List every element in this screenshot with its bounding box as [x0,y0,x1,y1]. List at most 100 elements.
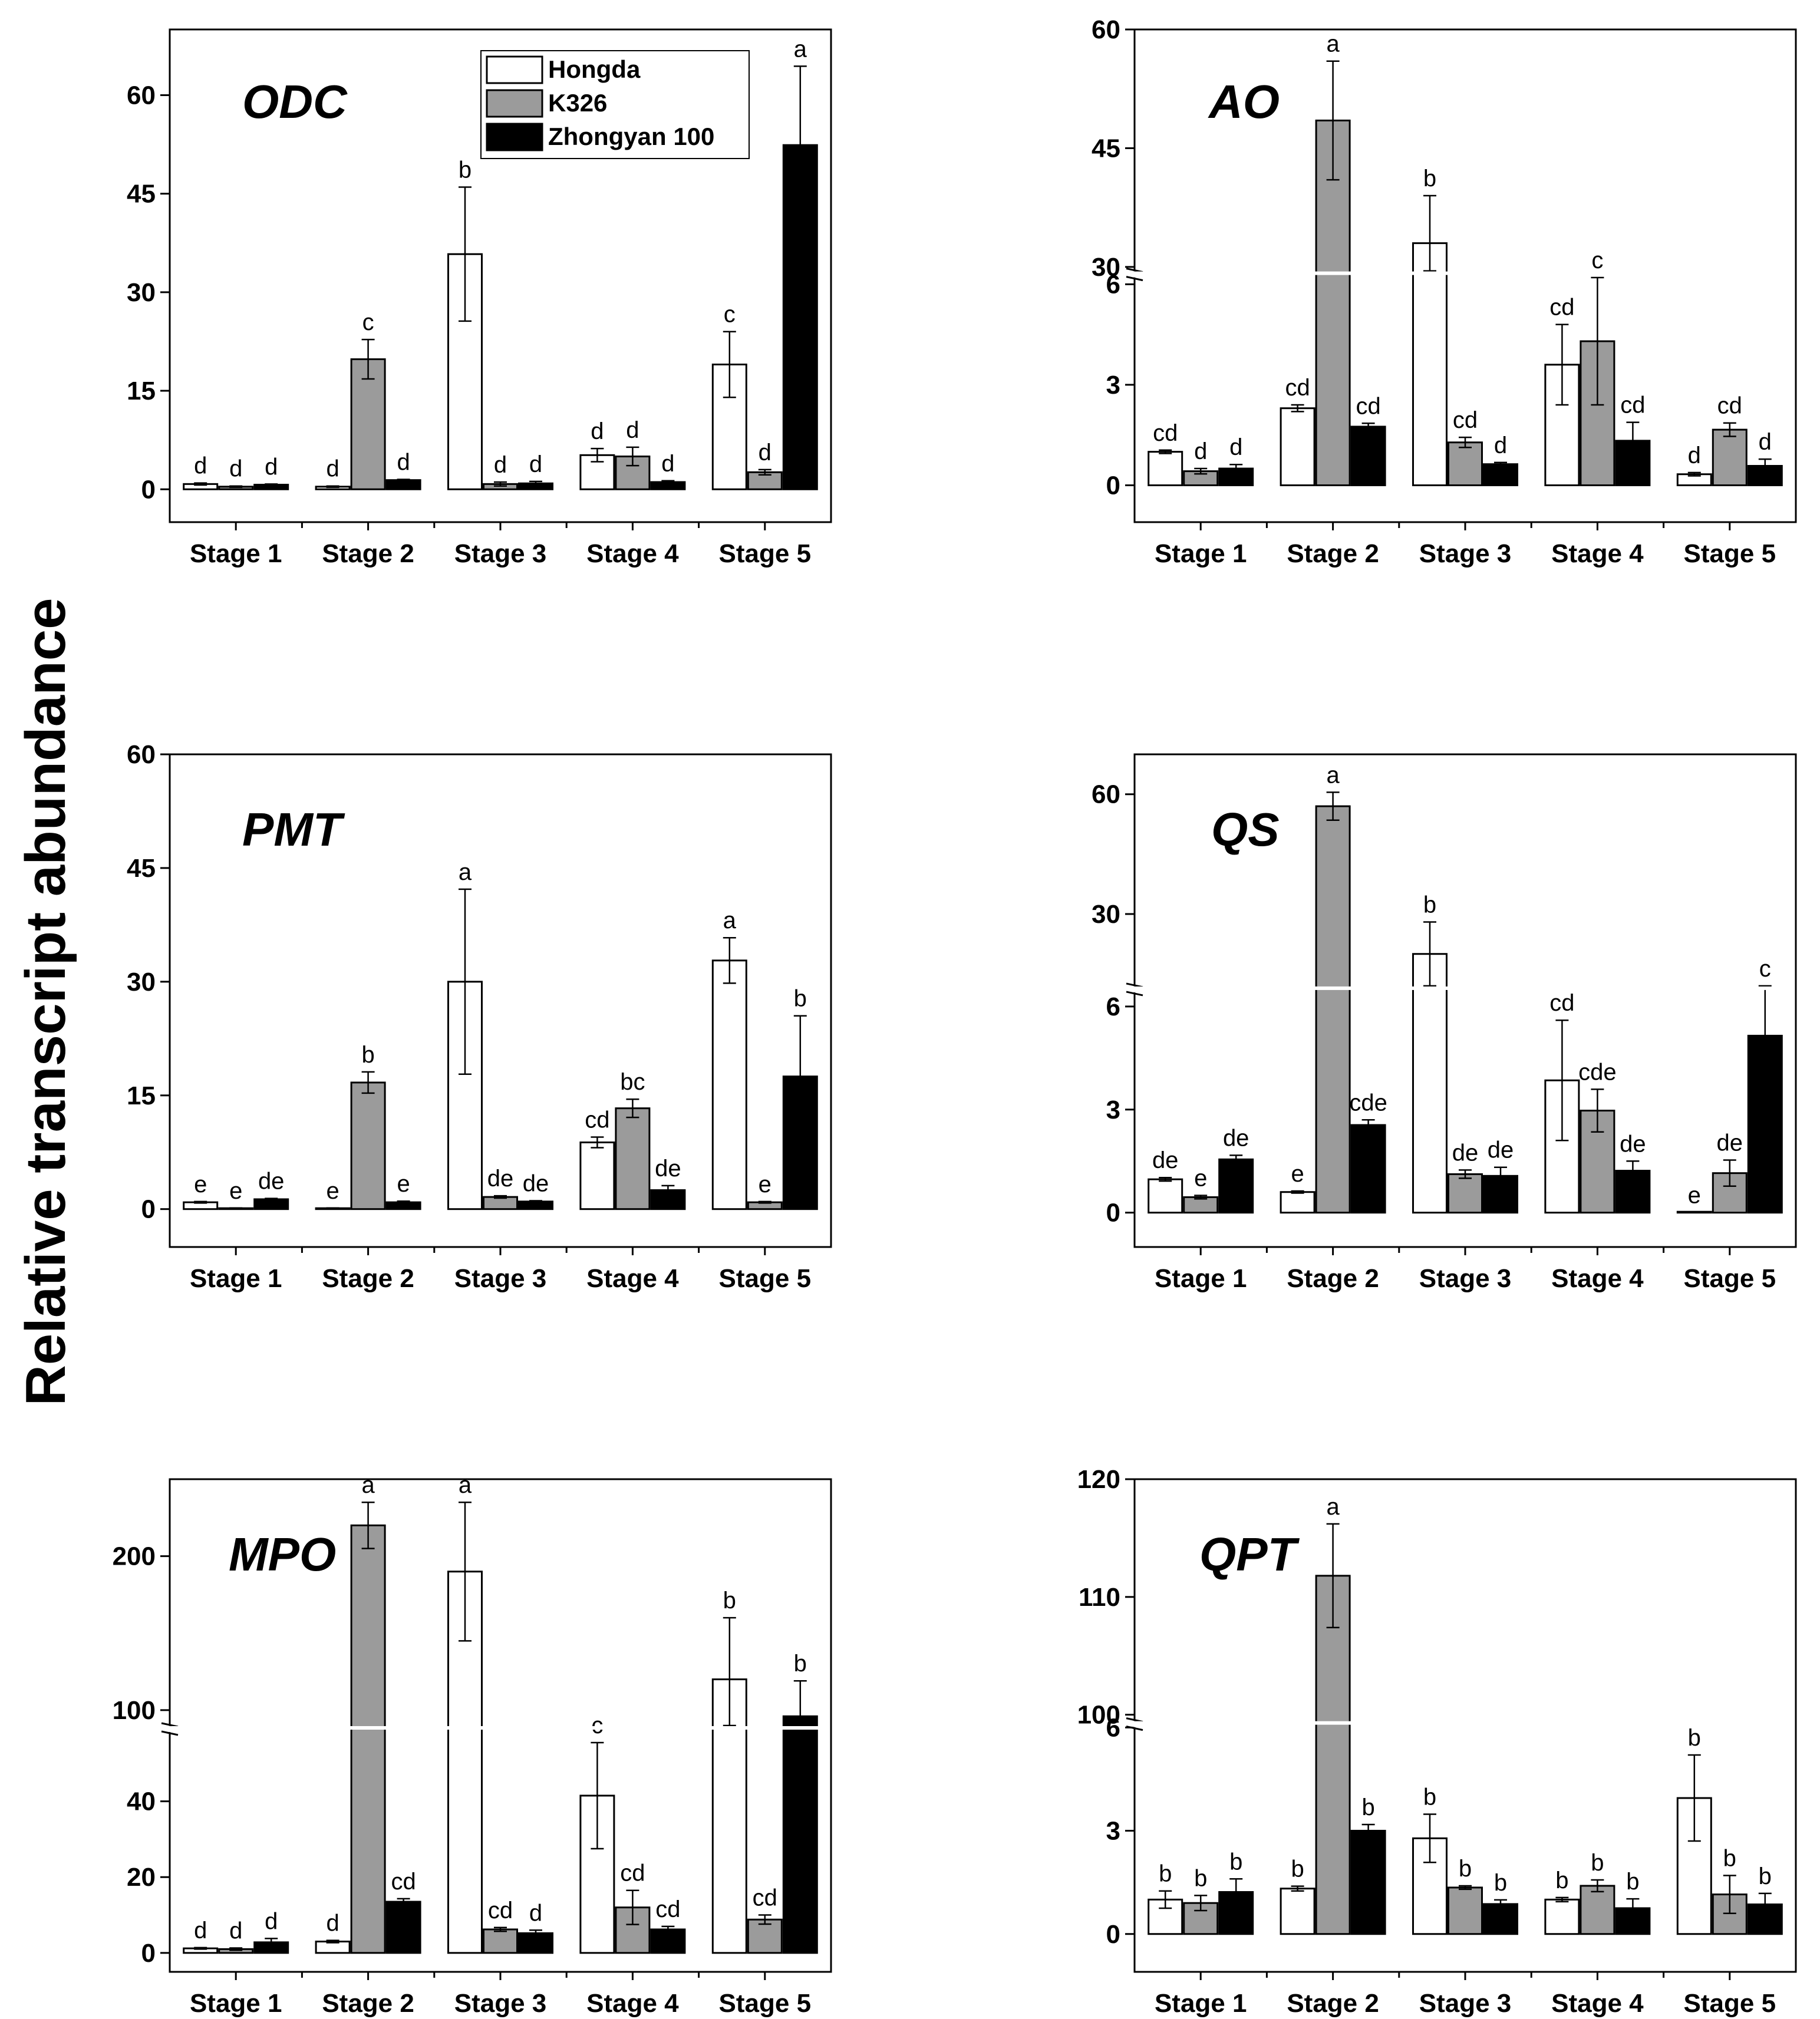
y-tick-label: 3 [1106,1817,1120,1846]
significance-letter: b [1688,1725,1701,1751]
bar-k326 [350,1081,386,1210]
x-tick-label: Stage 3 [1419,1264,1512,1293]
y-tick-label: 30 [1092,253,1120,282]
x-tick-label: Stage 5 [1684,1989,1776,2018]
y-tick-label: 0 [1106,1199,1120,1228]
significance-letter: cd [1549,990,1574,1016]
legend-label: K326 [548,89,607,117]
legend-swatch [486,123,543,151]
significance-letter: a [459,1472,472,1498]
significance-letter: de [1488,1137,1514,1163]
bar-break-gap [1136,1721,1794,1725]
axis-break-mark [1126,991,1143,997]
bar-hongda [711,959,747,1210]
y-tick-label: 40 [127,1787,156,1816]
bar-break-gap [1136,271,1794,275]
significance-letter: d [591,418,604,444]
y-tick-label: 60 [127,81,156,110]
significance-letter: d [529,1900,542,1926]
y-tick-label: 20 [127,1863,156,1892]
bar-k326 [1580,1885,1615,1935]
bar-zhongyan-100 [385,1901,421,1954]
x-tick-label: Stage 2 [1287,1264,1379,1293]
significance-letter: cd [655,1896,680,1922]
x-tick-label: Stage 4 [1551,1989,1644,2018]
chart-panel-odc: 0 15 30 45 60 Stage 1 Stage 2 Stage 3 Stage 4 Sta… [127,28,832,568]
significance-letter: b [1423,166,1436,192]
significance-letter: b [1494,1870,1507,1896]
significance-letter: cd [1549,295,1574,321]
panel-title: MPO [229,1528,336,1581]
significance-letter: d [194,1918,207,1944]
y-tick-label: 6 [1106,270,1120,299]
x-tick-label: Stage 1 [1155,539,1247,568]
y-tick-label: 100 [1077,1701,1120,1730]
x-tick-label: Stage 3 [454,1264,547,1293]
significance-letter: d [1194,438,1207,464]
bar-zhongyan-100 [1350,425,1386,486]
bar-hongda [1676,1210,1712,1214]
x-tick-label: Stage 2 [322,1264,414,1293]
x-tick-label: Stage 2 [1287,539,1379,568]
significance-letter: b [1555,1868,1568,1893]
significance-letter: a [361,1472,375,1498]
significance-letter: b [1591,1850,1604,1876]
significance-letter: b [794,986,807,1012]
y-tick-label: 60 [1092,780,1120,809]
significance-letter: d [661,451,674,477]
bar-k326 [1712,428,1748,486]
significance-letter: a [1326,762,1340,788]
bar-hongda [1412,953,1448,1214]
x-tick-label: Stage 3 [1419,539,1512,568]
significance-letter: d [1759,429,1772,455]
significance-letter: cd [585,1107,609,1133]
legend-label: Hongda [548,55,641,83]
bar-zhongyan-100 [1350,1830,1386,1935]
significance-letter: a [794,36,807,62]
panel-title: ODC [242,75,348,128]
significance-letter: e [229,1178,242,1204]
significance-letter: d [1688,443,1701,469]
chart-panel-mpo: 0 20 40 100 200 Stage 1 Stage 2 Stage 3 Stage 4 S… [113,1472,832,2018]
y-tick-label: 45 [1092,134,1120,163]
bar-k326 [1315,1575,1351,1935]
significance-letter: de [1717,1130,1743,1156]
y-tick-label: 100 [113,1696,156,1725]
x-tick-label: Stage 2 [322,539,414,568]
chart-panel-ao: 0 3 630 45 60 Stage 1 Stage 2 Stage 3 Stage 4 Sta… [1092,15,1797,568]
y-tick-label: 3 [1106,1096,1120,1124]
significance-letter: e [326,1178,339,1204]
x-tick-label: Stage 4 [586,539,679,568]
y-tick-label: 15 [127,1081,156,1110]
x-tick-label: Stage 2 [1287,1989,1379,2018]
bar-hongda [1412,242,1448,486]
bar-zhongyan-100 [782,1715,818,1954]
significance-letter: d [326,1911,339,1936]
significance-letter: d [759,440,771,466]
significance-letter: d [265,454,278,480]
bar-hongda [1544,1898,1580,1935]
significance-letter: b [1759,1863,1772,1889]
bar-hongda [579,1142,615,1210]
x-tick-label: Stage 1 [190,1264,282,1293]
x-tick-label: Stage 3 [454,539,547,568]
significance-letter: b [1723,1845,1736,1871]
significance-letter: cde [1578,1059,1617,1085]
x-tick-label: Stage 4 [586,1264,679,1293]
chart-panel-qs: 0 3 6 30 60 Stage 1 Stage 2 Stage 3 Stage 4 Stage… [1092,753,1797,1293]
bar-k326 [615,1107,651,1210]
significance-letter: cd [620,1860,645,1886]
significance-letter: d [397,450,410,476]
bar-break-gap [172,1726,829,1730]
y-tick-label: 60 [1092,15,1120,44]
significance-letter: a [1326,1494,1340,1520]
y-tick-label: 30 [127,968,156,997]
axis-break-gap [1125,1719,1144,1729]
y-tick-label: 110 [1079,1583,1120,1612]
significance-letter: de [1452,1140,1479,1166]
axis-break-mark [1126,1726,1143,1731]
significance-letter: b [1423,1784,1436,1810]
bar-break-gap [1136,986,1794,990]
axis-break-mark [161,1730,179,1736]
bar-hongda [1280,1888,1315,1935]
